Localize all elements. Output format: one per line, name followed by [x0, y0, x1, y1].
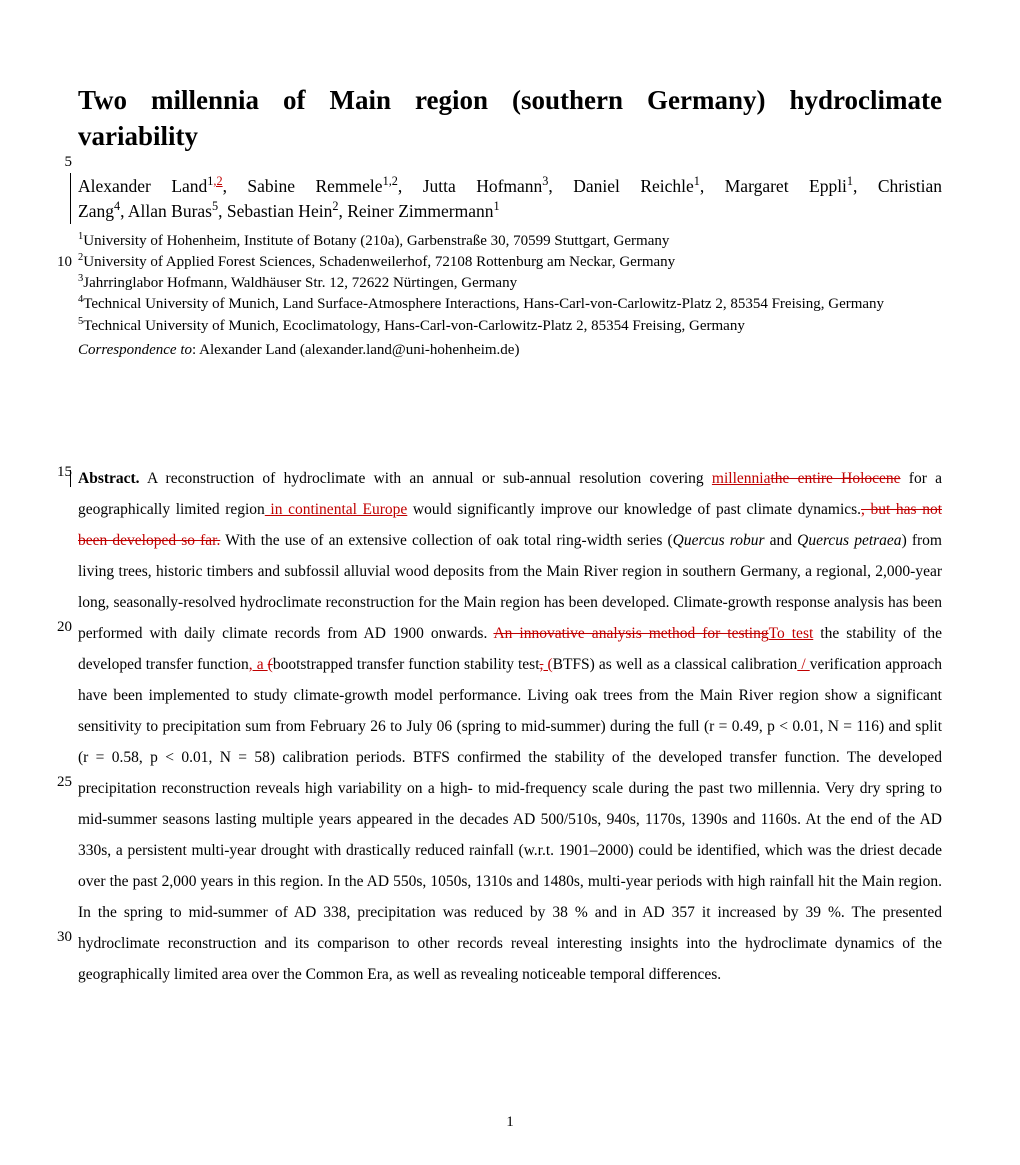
abstract-text: bootstrapped transfer function stability…: [273, 656, 540, 673]
author-sup: 2: [332, 199, 338, 213]
affiliation: 2University of Applied Forest Sciences, …: [78, 251, 942, 272]
correspondence-text: : Alexander Land (alexander.land@uni-hoh…: [192, 342, 519, 358]
abstract-text: A reconstruction of hydroclimate with an…: [140, 470, 712, 487]
line-number: 15: [57, 464, 72, 481]
inserted-text: To test: [769, 625, 814, 642]
line-number: 5: [65, 154, 73, 171]
inserted-text: in continental Europe: [265, 501, 407, 518]
correspondence-label: Correspondence to: [78, 342, 192, 358]
author-sup-inserted: ,2: [213, 174, 222, 188]
author-sup: 1,2: [383, 174, 398, 188]
author-sup: 3: [542, 174, 548, 188]
line-number: 30: [57, 929, 72, 946]
author-name: Reiner Zimmermann: [347, 201, 493, 221]
line-number: 20: [57, 619, 72, 636]
abstract-text: verification approach have been implemen…: [78, 656, 942, 983]
line-number: 25: [57, 774, 72, 791]
inserted-text: (: [543, 656, 552, 673]
author-name: Margaret Eppli: [725, 176, 847, 196]
author-name: Sabine Remmele: [247, 176, 382, 196]
inserted-text: millennia: [712, 470, 771, 487]
inserted-text: , a: [249, 656, 268, 673]
paper-title: Two millennia of Main region (southern G…: [78, 82, 942, 155]
page-content: 5 10 15 20 25 30 Two millennia of Main r…: [0, 0, 1020, 1030]
author-name: Alexander Land: [78, 176, 207, 196]
author-name: Daniel Reichle: [573, 176, 694, 196]
inserted-text: /: [797, 656, 809, 673]
author-sup: 5: [212, 199, 218, 213]
affiliations-block: 1University of Hohenheim, Institute of B…: [78, 230, 942, 336]
title-line: variability: [78, 118, 942, 154]
abstract-text: would significantly improve our knowledg…: [407, 501, 861, 518]
author-sup: 1: [847, 174, 853, 188]
author-name: Allan Buras: [128, 201, 212, 221]
authors-block: Alexander Land1,2, Sabine Remmele1,2, Ju…: [78, 173, 942, 224]
species-name: Quercus robur: [673, 532, 765, 549]
abstract-text: With the use of an extensive collection …: [220, 532, 672, 549]
revision-bar-authors: Alexander Land1,2, Sabine Remmele1,2, Ju…: [70, 173, 942, 224]
affiliation: 4Technical University of Munich, Land Su…: [78, 293, 942, 314]
page-number: 1: [0, 1114, 1020, 1131]
deleted-text: An innovative analysis method for testin…: [493, 625, 768, 642]
abstract-text: BTFS) as well as a classical calibration: [553, 656, 798, 673]
correspondence: Correspondence to: Alexander Land (alexa…: [78, 342, 942, 359]
affiliation: 5Technical University of Munich, Ecoclim…: [78, 315, 942, 336]
affiliation: 1University of Hohenheim, Institute of B…: [78, 230, 942, 251]
author-name: Sebastian Hein: [227, 201, 332, 221]
deleted-text: the entire Holocene: [770, 470, 900, 487]
author-sup: 1: [694, 174, 700, 188]
line-number: 10: [57, 254, 72, 271]
abstract-text: and: [764, 532, 797, 549]
species-name: Quercus petraea: [797, 532, 901, 549]
line-number-gutter: 5 10 15 20 25 30: [42, 0, 72, 1030]
title-line: Two millennia of Main region (southern G…: [78, 82, 942, 118]
author-name: Jutta Hofmann: [423, 176, 543, 196]
abstract-label: Abstract.: [78, 470, 140, 487]
author-sup: 1: [493, 199, 499, 213]
abstract-section: Abstract. A reconstruction of hydroclima…: [78, 463, 942, 990]
affiliation: 3Jahrringlabor Hofmann, Waldhäuser Str. …: [78, 272, 942, 293]
author-sup: 4: [114, 199, 120, 213]
